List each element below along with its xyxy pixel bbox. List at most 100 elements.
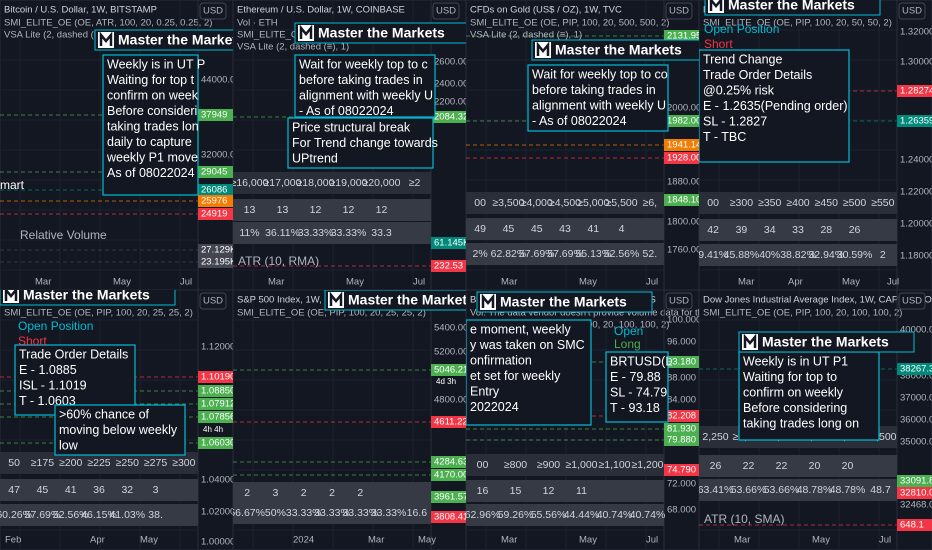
table-row: [466, 504, 664, 526]
table-cell: 2: [244, 487, 250, 499]
table-row: [699, 479, 897, 501]
price-label: 37000.0: [900, 393, 932, 404]
price-badge: [198, 195, 233, 207]
price-label: 32468.0: [900, 500, 932, 511]
x-label: Feb: [5, 535, 21, 546]
price-badge-text: 1.26359: [900, 116, 932, 127]
price-badge: [664, 423, 699, 435]
price-label: 1760.00: [667, 245, 701, 256]
table-row: [0, 504, 198, 526]
table-cell: ≥450: [815, 197, 838, 209]
table-cell: ≥175: [31, 457, 54, 469]
price-badge-text: 25976: [201, 196, 227, 207]
price-badge-text: 33091.8: [900, 476, 932, 487]
note-line: Weekly is in UT P1: [743, 354, 848, 368]
note-line: confirm on week: [107, 88, 199, 102]
table-cell: 20: [842, 460, 854, 472]
price-badge: [198, 398, 233, 410]
table-cell: ≥6,: [643, 197, 658, 209]
table-cell: ≥1,000: [565, 459, 597, 471]
note-line: T - 93.18: [610, 401, 660, 415]
note-line: e moment, weekly: [470, 322, 571, 336]
chart-label: Short: [704, 37, 733, 51]
note-line: et set for weekly: [470, 369, 561, 383]
chart-panel: S&P 500 Index, 1W, SP SMI_ELITE_OE (OE, P…: [233, 290, 468, 550]
table-cell: 13: [277, 204, 289, 216]
table-cell: 42: [707, 224, 719, 236]
table-cell: ≥3,500: [492, 197, 524, 209]
note-line: daily to capture: [107, 135, 192, 149]
table-row: [0, 479, 198, 501]
brand-name: Master the Markets: [555, 42, 682, 58]
note-line: weekly P1 move: [106, 150, 198, 164]
table-cell: 49: [474, 223, 486, 235]
note-line: >60% chance of: [59, 407, 150, 421]
price-badge: [431, 491, 466, 503]
table-cell: 41: [65, 484, 77, 496]
brand-bg: [94, 29, 233, 51]
indicator-line: VSA Lite (2, dashed (≡), 1): [470, 30, 582, 41]
price-label: 40000.0: [900, 325, 932, 336]
price-badge: [198, 184, 233, 196]
brand-name: Master the Markets: [318, 25, 445, 41]
chart-label: Open Position: [704, 22, 779, 36]
price-badge: [198, 371, 233, 383]
note-line: SL - 1.2827: [703, 114, 767, 128]
price-badge-text: 232.53: [434, 261, 463, 272]
price-badge-text: 1928.00: [667, 153, 701, 164]
table-cell: 52.56%: [604, 248, 640, 260]
price-label: 4800.00: [434, 395, 468, 406]
table-cell: ≥2: [409, 177, 421, 189]
table-cell: 2,250: [702, 431, 728, 443]
x-label: Jul: [180, 277, 192, 288]
table-row: [233, 172, 431, 194]
table-cell: 20: [809, 460, 821, 472]
table-cell: 00: [707, 197, 719, 209]
table-cell: 33.33%: [314, 507, 350, 519]
table-cell: ≥4,000: [521, 197, 553, 209]
table-cell: 39: [736, 224, 748, 236]
symbol-title: Bitcoin / U.S. Dollar, 1W, BITSTAMP: [4, 5, 157, 16]
chart-label: ATR (10, SMA): [704, 512, 784, 526]
currency: USD: [203, 296, 223, 307]
note-line: Before considering: [743, 401, 847, 415]
chart-label: ATR (10, RMA): [238, 254, 319, 268]
table-cell: 45: [503, 223, 515, 235]
currency-button: [432, 2, 460, 20]
price-badge-text: 1982.00: [667, 116, 701, 127]
table-cell: 12: [310, 204, 322, 216]
brand-logo-m: [329, 291, 343, 306]
price-label: 1800.00: [667, 217, 701, 228]
currency: USD: [436, 6, 456, 17]
symbol-title: CFDs on Gold (US$ / OZ), 1W, TVC: [470, 5, 622, 16]
price-badge-text: 1941.14: [667, 140, 701, 151]
price-badge-text: 26086: [201, 185, 227, 196]
table-cell: ≥200: [59, 457, 82, 469]
brand-logo-m: [536, 41, 550, 56]
note-box: [605, 351, 669, 423]
table-row: [466, 243, 664, 265]
note-line: @0.25% risk: [703, 83, 775, 97]
price-badge: [897, 487, 932, 499]
price-badge-text: 648.1: [900, 520, 924, 531]
currency-button: [898, 2, 926, 20]
note-line: before taking trades in: [532, 83, 656, 97]
price-badge-text: 29045: [201, 167, 227, 178]
table-cell: 52.: [643, 248, 658, 260]
price-badge: [431, 260, 466, 272]
note-line: Trend Change: [703, 52, 782, 66]
x-label: Jul: [646, 535, 658, 546]
price-label: 88.000: [667, 373, 696, 384]
table-cell: 2: [329, 487, 335, 499]
table-cell: 3: [273, 487, 279, 499]
note-box: [466, 319, 592, 426]
price-label: 1.32000: [900, 27, 932, 38]
note-line: low: [59, 438, 79, 452]
table-cell: 4: [619, 223, 625, 235]
price-label: 2600.00: [434, 57, 468, 68]
price-badge-text: 38267.3: [900, 364, 932, 375]
chart-label: Short: [18, 334, 47, 348]
x-label: Mar: [35, 277, 51, 288]
price-label: 2200.00: [434, 97, 468, 108]
price-badge-text: 61.145K: [434, 238, 470, 249]
